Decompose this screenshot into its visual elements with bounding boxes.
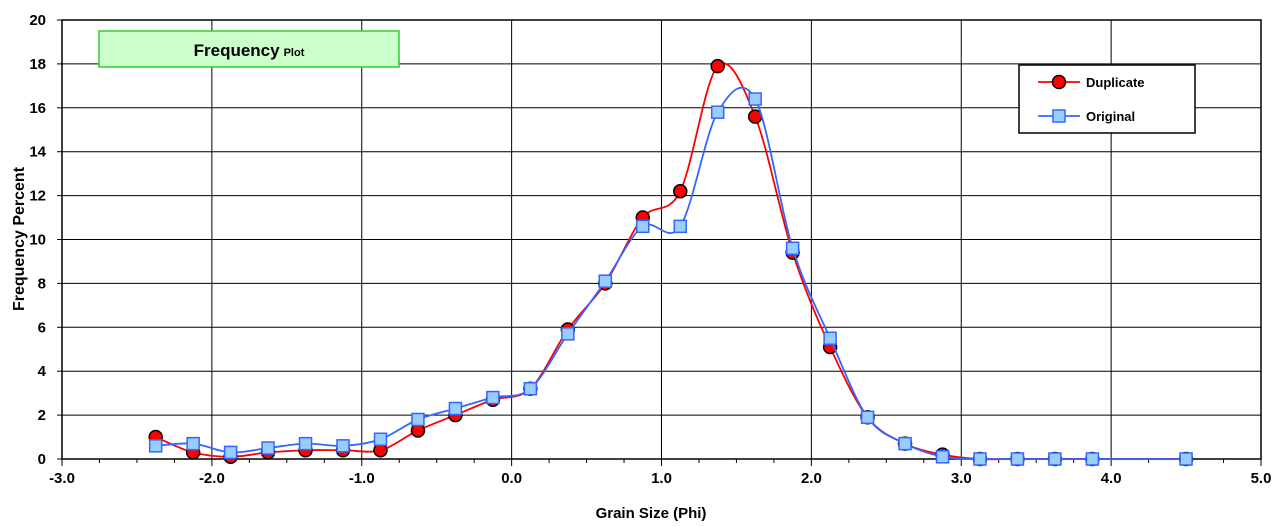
data-point-original [373, 432, 388, 446]
series-layer [148, 58, 1194, 467]
data-point-original [898, 436, 912, 451]
data-point-original [523, 382, 538, 396]
data-point-original [823, 331, 837, 346]
data-point-original [1048, 452, 1062, 466]
data-point-original [785, 241, 800, 256]
data-point-original [1010, 452, 1025, 466]
grid-layer [62, 20, 1261, 459]
legend-marker-duplicate [1051, 74, 1067, 90]
x-axis-label: Grain Size (Phi) [596, 505, 707, 521]
data-point-original [636, 219, 650, 234]
x-tick-label: -2.0 [199, 470, 225, 487]
chart-title-box: Frequency Plot [98, 30, 400, 68]
legend-marker-original [1052, 109, 1066, 123]
data-point-original [1179, 452, 1193, 466]
y-tick-label: 0 [38, 451, 46, 468]
data-point-original [710, 105, 725, 119]
data-point-original [186, 436, 200, 451]
x-tick-label: 4.0 [1101, 470, 1122, 487]
data-point-original [935, 450, 950, 464]
data-point-original [261, 441, 275, 455]
y-tick-label: 20 [29, 12, 46, 29]
data-point-original [148, 439, 163, 453]
tick-layer: -3.0 -2.0 -1.0 0.0 1.0 2.0 3.0 4.0 5.0 0 2 4 6 8 10 12 1… [29, 12, 1271, 487]
x-tick-label: 2.0 [801, 470, 822, 487]
data-point-original [336, 439, 350, 453]
x-tick-label: 3.0 [951, 470, 972, 487]
data-point-duplicate [672, 183, 688, 199]
data-point-original [860, 410, 875, 425]
data-point-original [673, 219, 687, 234]
chart-title-main: Frequency [194, 41, 281, 60]
legend-box [1018, 64, 1196, 134]
series-original [148, 86, 1193, 466]
data-point-original [223, 445, 238, 460]
data-point-original [298, 436, 313, 451]
data-point-original [1085, 452, 1100, 466]
y-tick-label: 6 [38, 319, 46, 336]
data-point-original [448, 401, 463, 416]
y-tick-label: 10 [29, 232, 46, 249]
y-tick-label: 8 [38, 275, 46, 292]
y-axis-label: Frequency Percent [11, 166, 28, 311]
y-tick-label: 16 [29, 100, 46, 117]
legend: Duplicate Original [1018, 64, 1196, 134]
x-tick-label: 5.0 [1251, 470, 1272, 487]
x-tick-label: 1.0 [651, 470, 672, 487]
legend-label-original: Original [1086, 109, 1135, 124]
data-point-original [561, 327, 575, 341]
y-tick-label: 2 [38, 407, 46, 424]
series-line-original [155, 86, 1187, 461]
data-point-original [486, 390, 500, 405]
x-tick-label: -3.0 [49, 470, 75, 487]
y-tick-label: 12 [29, 188, 46, 205]
x-tick-label: 0.0 [501, 470, 522, 487]
legend-label-duplicate: Duplicate [1086, 75, 1145, 90]
y-tick-label: 4 [38, 363, 47, 380]
y-tick-label: 14 [29, 144, 46, 161]
y-tick-label: 18 [29, 56, 46, 73]
chart-title-suffix: Plot [284, 47, 305, 59]
x-tick-label: -1.0 [349, 470, 375, 487]
title-box-background [98, 30, 400, 68]
data-point-original [598, 274, 613, 288]
data-point-original [973, 452, 987, 466]
chart-title: Frequency Plot [194, 41, 305, 60]
data-point-original [411, 412, 425, 427]
data-point-duplicate [710, 58, 725, 74]
series-line-duplicate [155, 62, 1187, 461]
data-point-original [748, 92, 762, 106]
